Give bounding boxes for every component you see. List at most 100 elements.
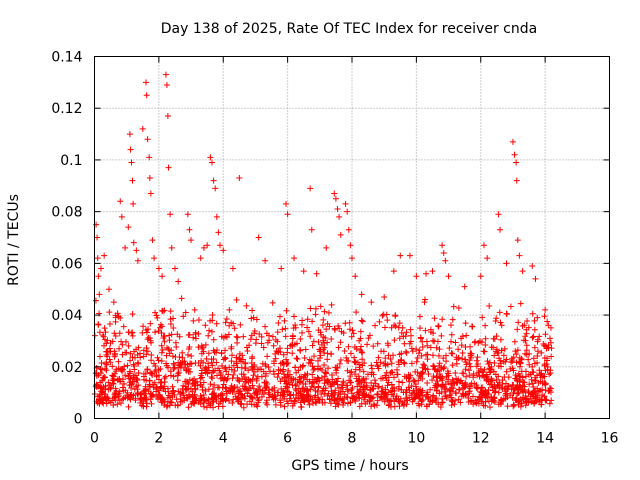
- data-point: [417, 335, 424, 342]
- data-point: [305, 397, 312, 404]
- data-point: [478, 398, 485, 405]
- data-point: [144, 136, 151, 143]
- data-point: [427, 386, 434, 393]
- data-point: [126, 375, 133, 382]
- data-point: [226, 322, 233, 329]
- data-point: [201, 403, 208, 410]
- data-point: [377, 375, 384, 382]
- data-point: [109, 372, 116, 379]
- data-point: [403, 374, 410, 381]
- data-point: [298, 373, 305, 380]
- data-point: [291, 255, 298, 262]
- data-point: [130, 200, 137, 207]
- data-point: [120, 395, 127, 402]
- data-point: [95, 371, 102, 378]
- data-point: [130, 372, 137, 379]
- data-point: [387, 397, 394, 404]
- data-point: [124, 362, 131, 369]
- data-point: [170, 360, 177, 367]
- data-point: [193, 335, 200, 342]
- data-point: [519, 394, 526, 401]
- data-point: [337, 357, 344, 364]
- data-point: [170, 315, 177, 322]
- data-point: [167, 372, 174, 379]
- data-point: [487, 366, 494, 373]
- data-point: [129, 332, 136, 339]
- data-point: [197, 381, 204, 388]
- data-point: [298, 321, 305, 328]
- data-point: [215, 229, 222, 236]
- data-point: [323, 244, 330, 251]
- data-point: [238, 364, 245, 371]
- data-point: [144, 348, 151, 355]
- data-point: [480, 402, 487, 409]
- data-point: [163, 352, 170, 359]
- data-point: [98, 366, 105, 373]
- data-point: [231, 367, 238, 374]
- data-point: [499, 397, 506, 404]
- data-point: [542, 397, 549, 404]
- data-point: [307, 333, 314, 340]
- data-point: [272, 350, 279, 357]
- data-point: [312, 311, 319, 318]
- data-point: [343, 354, 350, 361]
- data-point: [408, 383, 415, 390]
- data-point: [353, 309, 360, 316]
- data-point: [351, 344, 358, 351]
- data-point: [140, 403, 147, 410]
- data-point: [269, 299, 276, 306]
- data-point: [548, 345, 555, 352]
- data-point: [155, 265, 162, 272]
- data-point: [284, 360, 291, 367]
- data-point: [107, 385, 114, 392]
- data-point: [149, 237, 156, 244]
- data-point: [103, 360, 110, 367]
- data-point: [137, 395, 144, 402]
- data-point: [458, 342, 465, 349]
- data-point: [491, 336, 498, 343]
- data-point: [315, 338, 322, 345]
- data-point: [383, 391, 390, 398]
- data-point: [137, 350, 144, 357]
- data-point: [289, 343, 296, 350]
- data-point: [206, 327, 213, 334]
- data-point: [358, 343, 365, 350]
- data-point: [374, 390, 381, 397]
- data-point: [213, 320, 220, 327]
- data-point: [133, 247, 140, 254]
- data-point: [244, 347, 251, 354]
- data-point: [385, 342, 392, 349]
- data-point: [200, 379, 207, 386]
- data-point: [407, 332, 414, 339]
- data-point: [402, 395, 409, 402]
- data-point: [147, 390, 154, 397]
- data-point: [110, 299, 117, 306]
- data-point: [222, 319, 229, 326]
- data-point: [122, 244, 129, 251]
- data-point: [106, 309, 113, 316]
- data-point: [541, 362, 548, 369]
- data-point: [399, 324, 406, 331]
- data-point: [321, 362, 328, 369]
- data-point: [387, 387, 394, 394]
- data-point: [285, 388, 292, 395]
- data-point: [466, 388, 473, 395]
- data-point: [127, 146, 134, 153]
- data-point: [531, 317, 538, 324]
- data-point: [223, 376, 230, 383]
- data-point: [275, 319, 282, 326]
- data-point: [457, 377, 464, 384]
- data-point: [94, 255, 101, 262]
- data-point: [534, 314, 541, 321]
- data-point: [210, 398, 217, 405]
- data-point: [97, 265, 104, 272]
- data-point: [253, 316, 260, 323]
- data-point: [387, 355, 394, 362]
- data-point: [334, 206, 341, 213]
- data-point: [279, 368, 286, 375]
- data-point: [250, 385, 257, 392]
- data-point: [471, 339, 478, 346]
- data-point: [147, 320, 154, 327]
- data-point: [529, 310, 536, 317]
- data-point: [520, 379, 527, 386]
